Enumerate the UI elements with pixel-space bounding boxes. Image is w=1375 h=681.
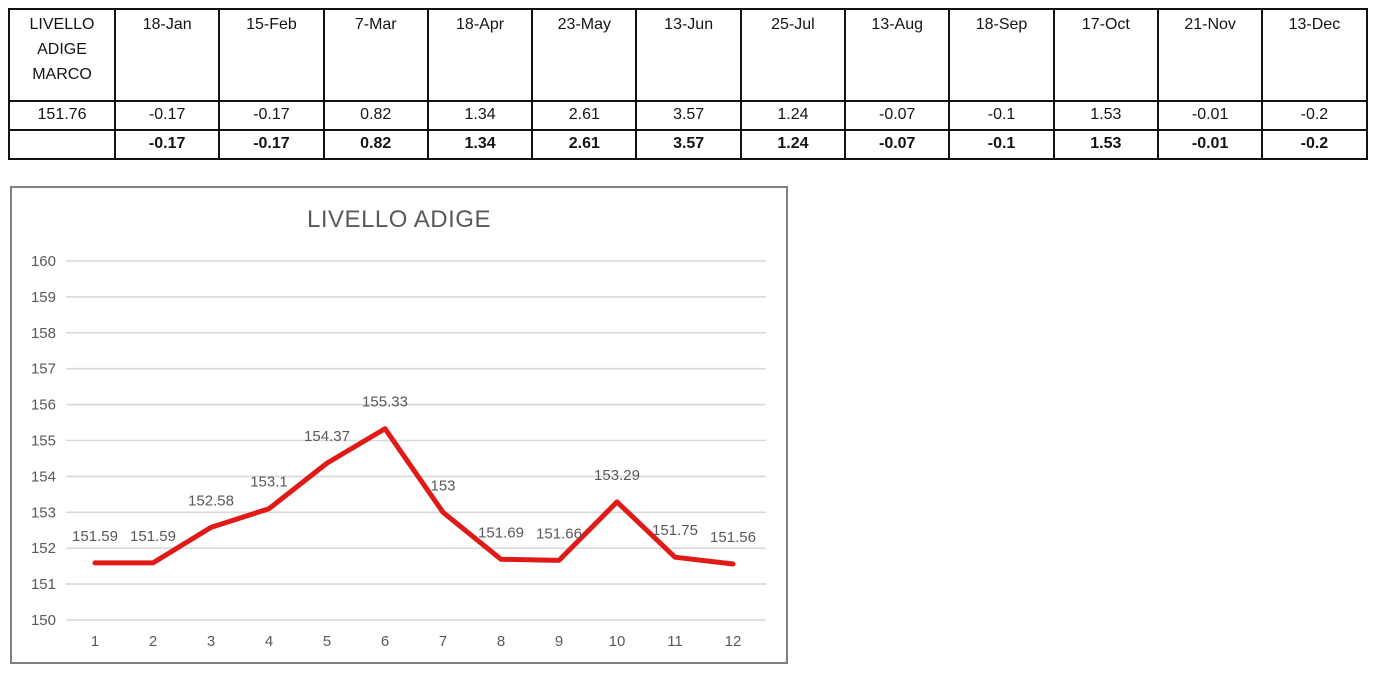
table-cell: 0.82: [322, 128, 429, 160]
data-label: 151.66: [536, 525, 582, 542]
data-label: 153.1: [250, 474, 288, 491]
chart-frame: [10, 186, 788, 664]
y-tick-label: 156: [31, 397, 56, 414]
y-tick-label: 152: [31, 540, 56, 557]
y-tick-label: 159: [31, 289, 56, 306]
table-cell: [8, 128, 116, 160]
x-tick-label: 12: [725, 633, 742, 650]
table-cell: -0.07: [844, 100, 951, 131]
y-tick-label: 160: [31, 253, 56, 270]
x-tick-label: 6: [381, 633, 389, 650]
table-cell: -0.01: [1156, 128, 1264, 160]
table-cell: 1.24: [739, 128, 847, 160]
data-label: 151.59: [72, 528, 118, 545]
header-cell: 13-Dec: [1261, 8, 1368, 102]
line-series: [92, 426, 736, 567]
table-cell: 3.57: [635, 128, 742, 160]
table-cell: 1.24: [739, 100, 847, 131]
level-delta-table: LIVELLO ADIGE MARCO 18-Jan 15-Feb 7-Mar 18-A…: [8, 8, 1368, 160]
y-tick-label: 158: [31, 325, 56, 342]
table-cell: 0.82: [322, 100, 429, 131]
header-cell: 15-Feb: [218, 8, 325, 102]
table-body: LIVELLO ADIGE MARCO 18-Jan 15-Feb 7-Mar 18-A…: [8, 8, 1368, 160]
table-cell: -0.1: [948, 128, 1055, 160]
table-cell: -0.1: [948, 100, 1055, 131]
table-cell: -0.07: [844, 128, 951, 160]
table-row: 151.76 -0.17 -0.17 0.82 1.34 2.61 3.57 1.24 -0.0…: [8, 100, 1368, 131]
table-cell: -0.01: [1156, 100, 1264, 131]
y-tick-label: 154: [31, 468, 56, 485]
x-tick-label: 8: [497, 633, 505, 650]
header-cell: 18-Apr: [426, 8, 534, 102]
chart-title: LIVELLO ADIGE: [307, 206, 491, 233]
table-cell: 1.34: [426, 128, 534, 160]
table-cell: 2.61: [531, 100, 638, 131]
x-tick-label: 11: [667, 633, 683, 650]
table-cell: 1.53: [1052, 100, 1159, 131]
header-cell: 25-Jul: [739, 8, 847, 102]
table-cell: -0.17: [113, 128, 221, 160]
x-tick-label: 10: [609, 633, 626, 650]
x-tick-label: 3: [207, 633, 215, 650]
y-tick-label: 151: [31, 576, 56, 593]
header-cell: 21-Nov: [1156, 8, 1264, 102]
x-tick-label: 5: [323, 633, 331, 650]
data-label: 153: [430, 477, 455, 494]
y-tick-label: 153: [31, 504, 56, 521]
livello-adige-chart: LIVELLO ADIGE 150 151 152 153 154 155 156 157 15…: [10, 186, 788, 664]
data-label: 153.29: [594, 467, 640, 484]
table-cell: 2.61: [531, 128, 638, 160]
header-cell: LIVELLO ADIGE MARCO: [8, 8, 116, 102]
table-cell: -0.2: [1261, 128, 1368, 160]
y-tick-label: 157: [31, 361, 56, 378]
data-label: 152.58: [188, 492, 234, 509]
table-cell: -0.2: [1261, 100, 1368, 131]
table-cell: -0.17: [218, 100, 325, 131]
table-cell: -0.17: [218, 128, 325, 160]
data-label: 151.69: [478, 524, 524, 541]
table-cell: -0.17: [113, 100, 221, 131]
data-label: 151.56: [710, 529, 756, 546]
table-cell: 1.34: [426, 100, 534, 131]
table-cell: 151.76: [8, 100, 116, 131]
header-cell: 18-Jan: [113, 8, 221, 102]
x-tick-label: 9: [555, 633, 563, 650]
data-label: 155.33: [362, 394, 408, 411]
data-table: LIVELLO ADIGE MARCO 18-Jan 15-Feb 7-Mar 18-A…: [8, 8, 1368, 160]
table-cell: 3.57: [635, 100, 742, 131]
x-tick-label: 2: [149, 633, 157, 650]
x-tick-label: 7: [439, 633, 447, 650]
header-cell: 18-Sep: [948, 8, 1055, 102]
header-cell: 13-Jun: [635, 8, 742, 102]
table-cell: 1.53: [1052, 128, 1159, 160]
data-label: 154.37: [304, 428, 350, 445]
data-label: 151.75: [652, 522, 698, 539]
table-row: LIVELLO ADIGE MARCO 18-Jan 15-Feb 7-Mar 18-A…: [8, 8, 1368, 102]
x-tick-label: 1: [91, 633, 99, 650]
y-tick-label: 155: [31, 433, 56, 450]
y-tick-label: 150: [31, 612, 56, 629]
header-cell: 7-Mar: [322, 8, 429, 102]
table-row: -0.17 -0.17 0.82 1.34 2.61 3.57 1.24 -0.07 -0.1 1…: [8, 128, 1368, 160]
data-label: 151.59: [130, 528, 176, 545]
header-cell: 17-Oct: [1052, 8, 1159, 102]
header-cell: 13-Aug: [844, 8, 951, 102]
x-tick-label: 4: [265, 633, 273, 650]
header-cell: 23-May: [531, 8, 638, 102]
